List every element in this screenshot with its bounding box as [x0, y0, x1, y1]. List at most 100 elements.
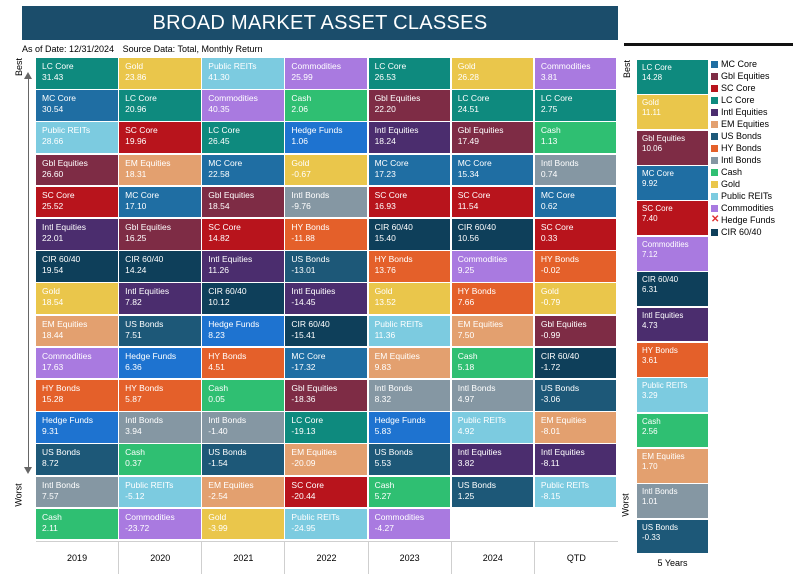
five-year-cell-us-bonds: US Bonds -0.33 [637, 519, 708, 554]
cell-return-value: 9.25 [457, 265, 475, 276]
as-of-line: As of Date: 12/31/2024 Source Data: Tota… [22, 44, 269, 54]
cell-asset-name: SC Core [208, 222, 241, 232]
cell-mc-core: MC Core 17.10 [119, 186, 201, 218]
five-year-cell-public-reits: Public REITs 3.29 [637, 378, 708, 413]
cell-hy-bonds: HY Bonds -11.88 [285, 219, 368, 250]
cell-asset-name: Public REITs [642, 381, 688, 391]
legend-label: EM Equities [721, 119, 770, 129]
legend-label: Hedge Funds [721, 215, 776, 225]
year-label-2019: 2019 [36, 542, 120, 574]
year-label-2024: 2024 [452, 542, 535, 574]
cell-hy-bonds: HY Bonds 13.76 [368, 251, 451, 282]
cell-cir-60-40: CIR 60/40 -15.41 [285, 315, 368, 347]
cell-asset-name: EM Equities [208, 479, 254, 490]
cell-cash: Cash 2.11 [36, 508, 118, 540]
cell-asset-name: Public REITs [540, 479, 590, 490]
five-year-cell-commodities: Commodities 7.12 [637, 236, 708, 271]
cell-asset-name: CIR 60/40 [208, 286, 247, 297]
cell-asset-name: HY Bonds [125, 383, 164, 393]
year-label-2020: 2020 [119, 542, 203, 574]
cell-lc-core: LC Core -19.13 [285, 412, 368, 443]
legend-swatch [711, 168, 718, 176]
cell-asset-name: Hedge Funds [208, 318, 260, 329]
cell-return-value: 2.06 [291, 104, 308, 115]
legend-label: HY Bonds [721, 143, 762, 153]
legend-swatch [711, 108, 718, 116]
cell-gold: Gold 23.86 [119, 58, 201, 89]
cell-return-value: 18.31 [125, 168, 147, 179]
cell-public-reits: Public REITs 4.92 [451, 412, 534, 443]
cell-return-value: 26.60 [42, 168, 64, 179]
five-year-cell-cash: Cash 2.56 [637, 413, 708, 448]
cell-return-value: 8.23 [208, 329, 225, 340]
year-label-2022: 2022 [285, 542, 369, 574]
best-worst-arrow [28, 78, 29, 470]
cell-asset-name: HY Bonds [291, 222, 330, 232]
legend-label: SC Core [721, 83, 756, 93]
cell-hedge-funds: Hedge Funds 9.31 [36, 412, 118, 443]
cell-sc-core: SC Core 16.93 [368, 186, 451, 218]
cell-cir-60-40: CIR 60/40 10.56 [451, 219, 534, 250]
cell-asset-name: SC Core [457, 189, 491, 200]
side-worst-label: Worst [620, 493, 631, 517]
cell-gbl-equities: Gbl Equities -18.36 [285, 380, 368, 411]
cell-asset-name: Commodities [208, 93, 258, 104]
cell-intl-equities: Intl Equities -8.11 [534, 444, 617, 476]
cell-asset-name: Intl Bonds [125, 415, 163, 426]
cell-asset-name: Public REITs [42, 125, 91, 136]
cell-asset-name: Intl Equities [642, 310, 684, 320]
cell-return-value: 11.36 [374, 329, 396, 340]
cell-return-value: -1.40 [208, 426, 228, 437]
cell-lc-core: LC Core 2.75 [534, 90, 617, 121]
cell-asset-name: SC Core [42, 189, 75, 200]
cell-asset-name: Intl Bonds [291, 189, 330, 200]
cell-return-value: -0.79 [540, 297, 561, 308]
legend-label: MC Core [721, 59, 758, 69]
year-label-2023: 2023 [369, 542, 452, 574]
cell-commodities: Commodities 25.99 [285, 58, 368, 89]
cell-em-equities: EM Equities 18.31 [119, 154, 201, 186]
five-year-cell-sc-core: SC Core 7.40 [637, 201, 708, 236]
cell-commodities: Commodities -4.27 [368, 508, 451, 540]
cell-gbl-equities: Gbl Equities 18.54 [202, 186, 284, 218]
cell-asset-name: CIR 60/40 [642, 275, 679, 285]
cell-return-value: -2.54 [208, 490, 228, 501]
cell-return-value: 16.93 [374, 200, 396, 211]
cell-cash: Cash 0.05 [202, 380, 284, 411]
cell-asset-name: Gbl Equities [642, 133, 686, 143]
cell-intl-bonds: Intl Bonds 3.94 [119, 412, 201, 443]
five-year-cell-mc-core: MC Core 9.92 [637, 166, 708, 200]
cell-return-value: 17.49 [457, 136, 479, 147]
legend-swatch [711, 60, 718, 68]
cell-asset-name: Public REITs [208, 61, 257, 71]
legend-item-hedge-funds: ✕ Hedge Funds [711, 214, 797, 226]
cell-cir-60-40: CIR 60/40 19.54 [36, 251, 118, 282]
cell-asset-name: Intl Equities [42, 222, 86, 232]
cell-asset-name: Hedge Funds [291, 125, 343, 136]
legend-item-cash: Cash [711, 166, 797, 178]
legend-item-cir-60-40: CIR 60/40 [711, 226, 797, 238]
cell-asset-name: US Bonds [642, 522, 679, 532]
legend-swatch [711, 96, 718, 104]
cell-asset-name: Cash [540, 125, 561, 136]
cell-mc-core: MC Core 15.34 [451, 154, 534, 186]
cell-return-value: 5.83 [374, 426, 392, 437]
cell-asset-name: Gbl Equities [457, 125, 504, 136]
cell-asset-name: HY Bonds [540, 254, 579, 265]
cell-return-value: 11.26 [208, 265, 229, 276]
cell-asset-name: Commodities [374, 511, 425, 522]
cell-return-value: -9.76 [291, 200, 311, 211]
cell-return-value: 3.61 [642, 355, 658, 365]
cell-return-value: 7.51 [125, 329, 142, 340]
legend-item-intl-bonds: Intl Bonds [711, 154, 797, 166]
cell-return-value: 14.28 [642, 73, 663, 82]
cell-return-value: 7.12 [642, 249, 658, 259]
five-year-cell-intl-equities: Intl Equities 4.73 [637, 307, 708, 342]
cell-asset-name: SC Core [540, 222, 574, 232]
cell-return-value: -3.06 [540, 394, 561, 404]
cell-asset-name: US Bonds [125, 318, 164, 329]
cell-asset-name: Intl Equities [540, 447, 585, 458]
cell-gold: Gold 13.52 [368, 283, 451, 315]
cell-asset-name: CIR 60/40 [540, 350, 580, 361]
cell-cir-60-40: CIR 60/40 15.40 [368, 219, 451, 250]
